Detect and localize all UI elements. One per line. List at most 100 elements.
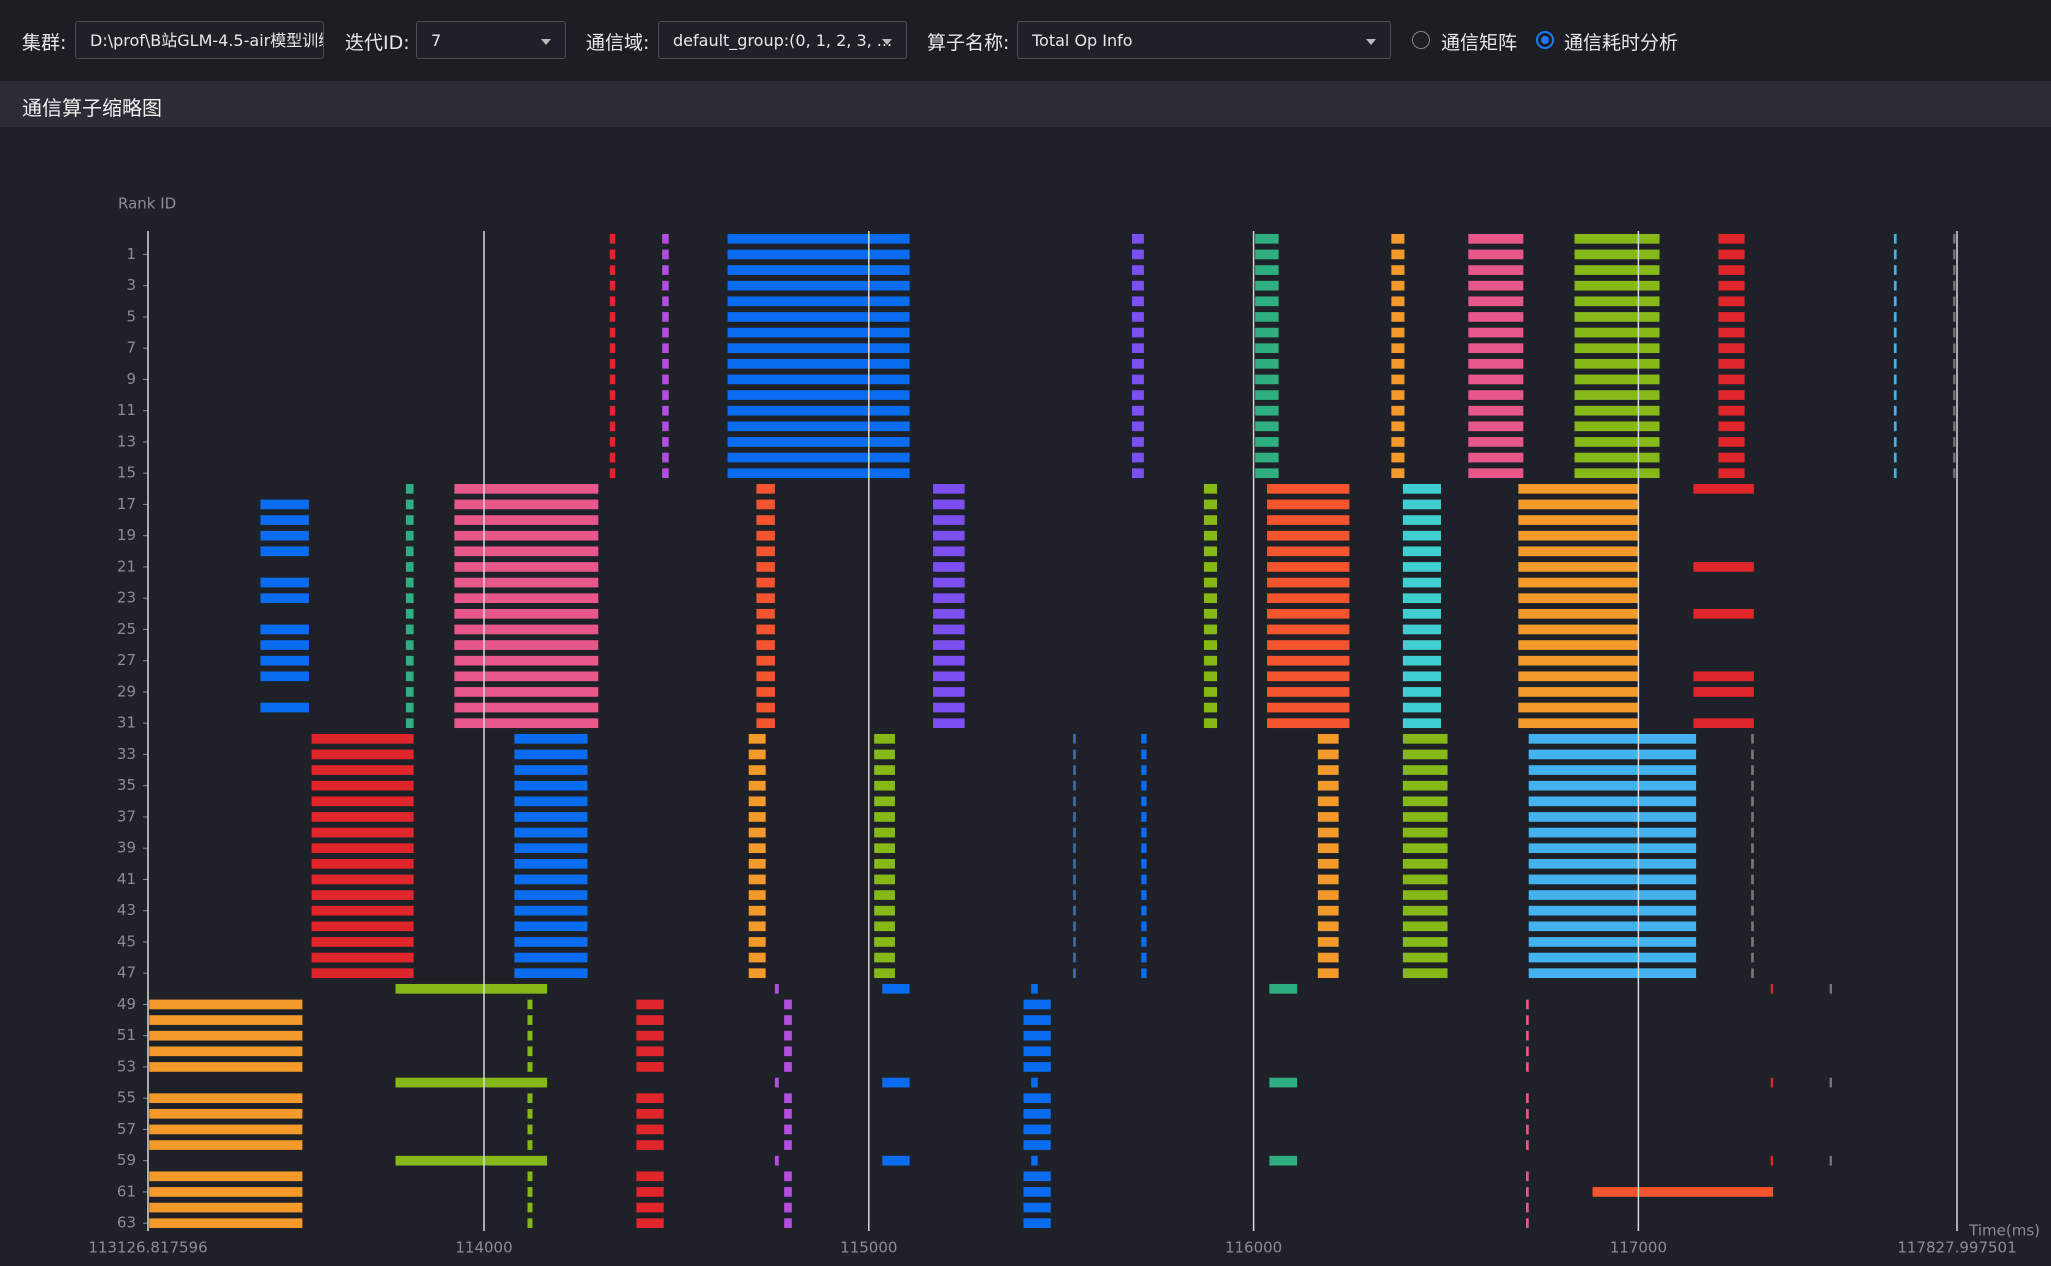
op-bar: [1526, 1093, 1529, 1104]
radio-matrix-label[interactable]: 通信矩阵: [1441, 32, 1518, 54]
op-bar: [1468, 452, 1524, 463]
op-bar: [748, 749, 766, 760]
op-bar: [1770, 983, 1774, 994]
domain-label: 通信域:: [586, 32, 650, 54]
op-bar: [1267, 624, 1350, 635]
op-bar: [1402, 593, 1441, 604]
op-label: 算子名称:: [927, 32, 1010, 54]
op-bar: [1592, 1187, 1774, 1197]
op-bar: [1893, 249, 1897, 260]
op-bar: [405, 671, 414, 682]
iteration-select[interactable]: 7: [416, 21, 566, 59]
radio-time[interactable]: [1536, 31, 1554, 49]
op-bar: [1718, 405, 1745, 416]
op-bar: [1718, 343, 1745, 354]
op-bar: [1073, 905, 1076, 916]
op-bar: [1131, 327, 1144, 338]
op-select[interactable]: Total Op Info: [1017, 21, 1391, 59]
op-bar: [405, 515, 414, 525]
op-bar: [527, 1093, 533, 1104]
toolbar: 集群: D:\prof\B站GLM-4.5-air模型训练 迭代ID: 7 通信…: [0, 0, 2051, 81]
op-bar: [1131, 296, 1144, 307]
op-bar: [405, 593, 414, 604]
domain-select[interactable]: default_group:(0, 1, 2, 3, ...: [658, 21, 907, 59]
op-bar: [1574, 249, 1660, 260]
op-bar: [405, 546, 414, 557]
op-bar: [527, 1187, 533, 1197]
op-bar: [1468, 405, 1524, 416]
op-bar: [1526, 1218, 1529, 1229]
op-bar: [1528, 968, 1697, 979]
op-bar: [454, 483, 599, 494]
op-bar: [784, 999, 792, 1010]
cluster-input[interactable]: D:\prof\B站GLM-4.5-air模型训练: [75, 21, 324, 59]
op-bar: [874, 905, 895, 916]
op-bar: [1528, 874, 1697, 885]
op-bar: [1255, 280, 1279, 291]
op-bar: [1402, 530, 1441, 541]
op-bar: [1031, 1155, 1038, 1166]
op-bar: [1402, 546, 1441, 557]
op-bar: [1141, 796, 1147, 807]
radio-matrix[interactable]: [1412, 31, 1430, 49]
op-bar: [149, 1108, 303, 1119]
op-bar: [1031, 983, 1038, 994]
op-bar: [1267, 546, 1350, 557]
section-bar: 通信算子缩略图: [0, 81, 2051, 127]
op-bar: [1893, 437, 1897, 447]
op-bar: [1751, 952, 1754, 963]
op-bar: [1131, 405, 1144, 416]
op-bar: [1518, 671, 1639, 682]
y-tick-label: 55: [117, 1089, 136, 1107]
op-bar: [1141, 827, 1147, 838]
op-bar: [1953, 452, 1956, 463]
op-bar: [1267, 515, 1350, 525]
op-bar: [1526, 1062, 1529, 1072]
op-bar: [748, 765, 766, 775]
op-bar: [149, 1218, 303, 1229]
op-bar: [1518, 593, 1639, 604]
op-bar: [1893, 358, 1897, 369]
op-bar: [1402, 812, 1448, 822]
radio-time-label[interactable]: 通信耗时分析: [1564, 32, 1679, 54]
y-tick-label: 33: [117, 745, 136, 763]
y-tick-label: 3: [126, 276, 136, 294]
y-tick-label: 11: [117, 401, 136, 419]
op-bar: [1893, 374, 1897, 385]
op-bar: [636, 1187, 664, 1197]
op-bar: [260, 671, 309, 682]
op-bar: [1267, 655, 1350, 666]
op-bar: [514, 843, 588, 854]
op-bar: [1953, 390, 1956, 400]
op-bar: [1073, 937, 1076, 947]
op-bar: [1317, 968, 1339, 979]
op-bar: [1203, 655, 1218, 666]
op-bar: [260, 530, 309, 541]
op-bar: [1751, 812, 1754, 822]
op-bar: [1468, 327, 1524, 338]
op-bar: [1031, 1077, 1038, 1088]
op-bar: [311, 921, 414, 932]
op-bar: [1131, 343, 1144, 354]
op-bar: [1893, 390, 1897, 400]
op-bar: [1255, 265, 1279, 275]
op-bar: [662, 437, 669, 447]
op-bar: [1391, 452, 1405, 463]
op-bar: [609, 421, 616, 432]
op-bar: [1131, 452, 1144, 463]
op-bar: [1267, 577, 1350, 588]
op-bar: [1141, 905, 1147, 916]
op-bar: [1402, 687, 1441, 697]
op-bar: [1141, 765, 1147, 775]
op-bar: [1391, 437, 1405, 447]
y-tick-label: 37: [117, 807, 136, 825]
op-bar: [1141, 952, 1147, 963]
op-bar: [609, 249, 616, 260]
op-bar: [1528, 952, 1697, 963]
op-bar: [1073, 765, 1076, 775]
op-bar: [874, 765, 895, 775]
op-bar: [636, 1218, 664, 1229]
op-bar: [395, 983, 548, 994]
op-bar: [311, 733, 414, 744]
op-bar: [527, 1140, 533, 1150]
